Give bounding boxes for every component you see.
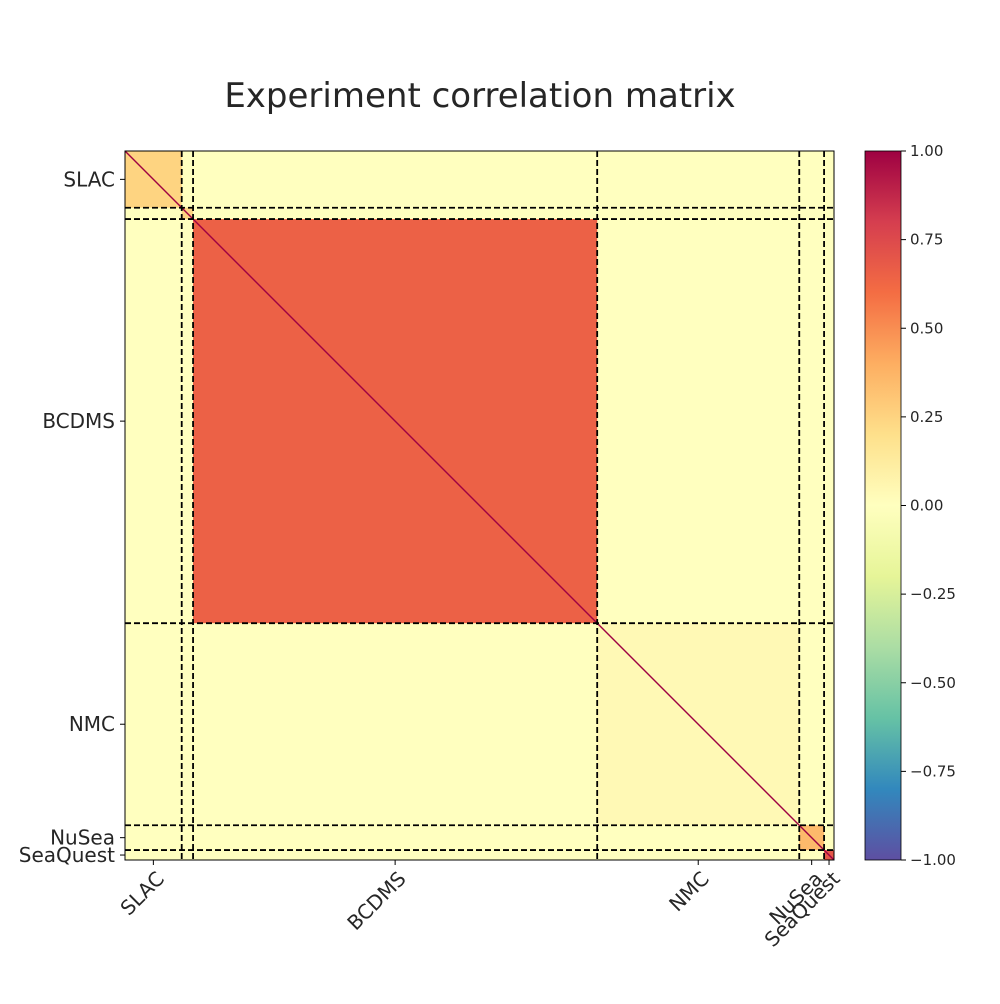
colorbar-tick-label: −0.50 (910, 674, 956, 692)
colorbar (864, 150, 902, 861)
x-tick-label: BCDMS (342, 867, 410, 935)
colorbar-tick-label: 0.00 (910, 497, 943, 515)
colorbar-tick-label: 1.00 (910, 142, 943, 160)
colorbar-tick-label: −1.00 (910, 851, 956, 869)
colorbar-ticks: 1.00 0.75 0.50 0.25 0.00 −0.25 −0.50 −0.75 −1.00 (901, 142, 956, 869)
y-tick-label: SLAC (63, 167, 115, 191)
colorbar-tick-label: 0.50 (910, 319, 943, 337)
colorbar-tick-label: −0.25 (910, 585, 956, 603)
block-separators (125, 151, 834, 860)
y-tick-label: NuSea (50, 826, 115, 850)
colorbar-tick-label: 0.25 (910, 408, 943, 426)
colorbar-tick-label: 0.75 (910, 231, 943, 249)
y-tick-label: NMC (69, 712, 115, 736)
colorbar-tick-label: −0.75 (910, 762, 956, 780)
plot-frame (124, 150, 835, 861)
y-tick-label: BCDMS (42, 409, 115, 433)
heatmap-cells (125, 151, 834, 860)
diagonal-line (124, 150, 835, 861)
y-tick-label: SeaQuest (19, 843, 115, 867)
chart-title: Experiment correlation matrix (224, 76, 735, 116)
x-tick-label: NMC (664, 867, 714, 917)
diagonal-mark (124, 150, 835, 861)
x-tick-label: SLAC (115, 867, 168, 920)
